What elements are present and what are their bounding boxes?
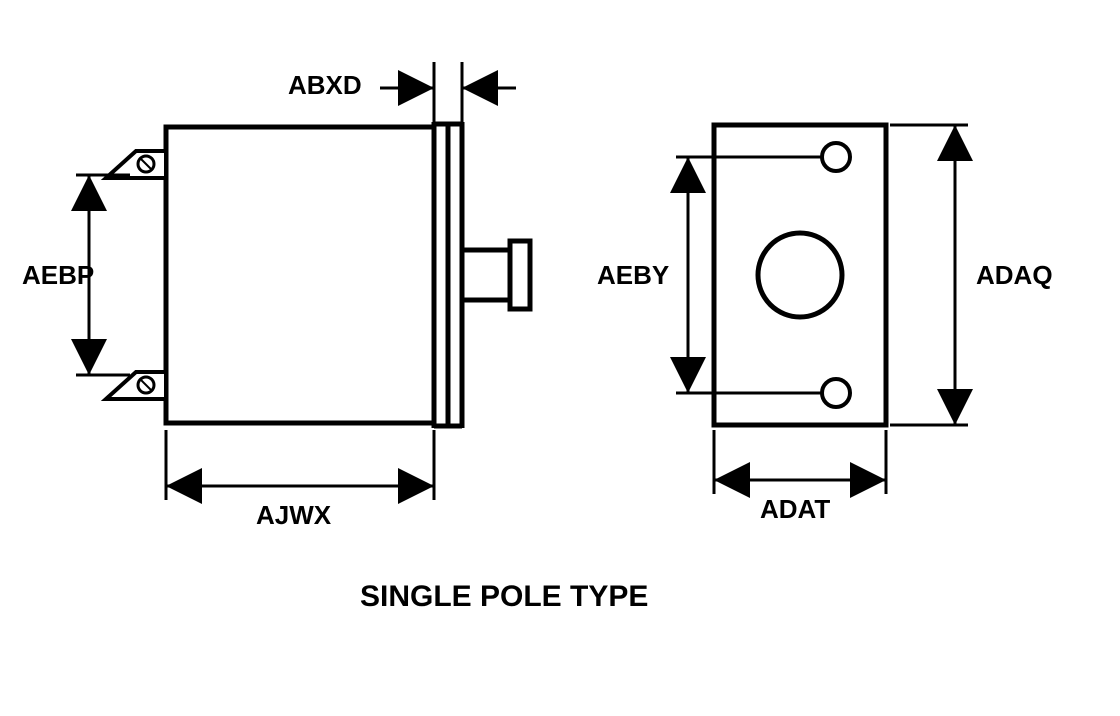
- hole-bottom: [822, 379, 850, 407]
- knob: [462, 241, 530, 309]
- hole-top: [822, 143, 850, 171]
- right-view: [676, 125, 968, 494]
- label-ajwx: AJWX: [256, 500, 331, 531]
- title: SINGLE POLE TYPE: [360, 580, 648, 614]
- label-adaq: ADAQ: [976, 260, 1053, 291]
- dim-adat: [714, 430, 886, 494]
- label-adat: ADAT: [760, 494, 830, 525]
- hole-center: [758, 233, 842, 317]
- diagram-stage: ABXD AEBP AJWX AEBY ADAQ ADAT SINGLE POL…: [0, 0, 1120, 716]
- label-abxd: ABXD: [288, 70, 362, 101]
- left-view: [76, 62, 530, 500]
- body-rect: [166, 127, 434, 423]
- dim-abxd: [380, 62, 516, 122]
- dim-adaq: [890, 125, 968, 425]
- dim-ajwx: [166, 430, 434, 500]
- label-aebp: AEBP: [22, 260, 94, 291]
- label-aeby: AEBY: [597, 260, 669, 291]
